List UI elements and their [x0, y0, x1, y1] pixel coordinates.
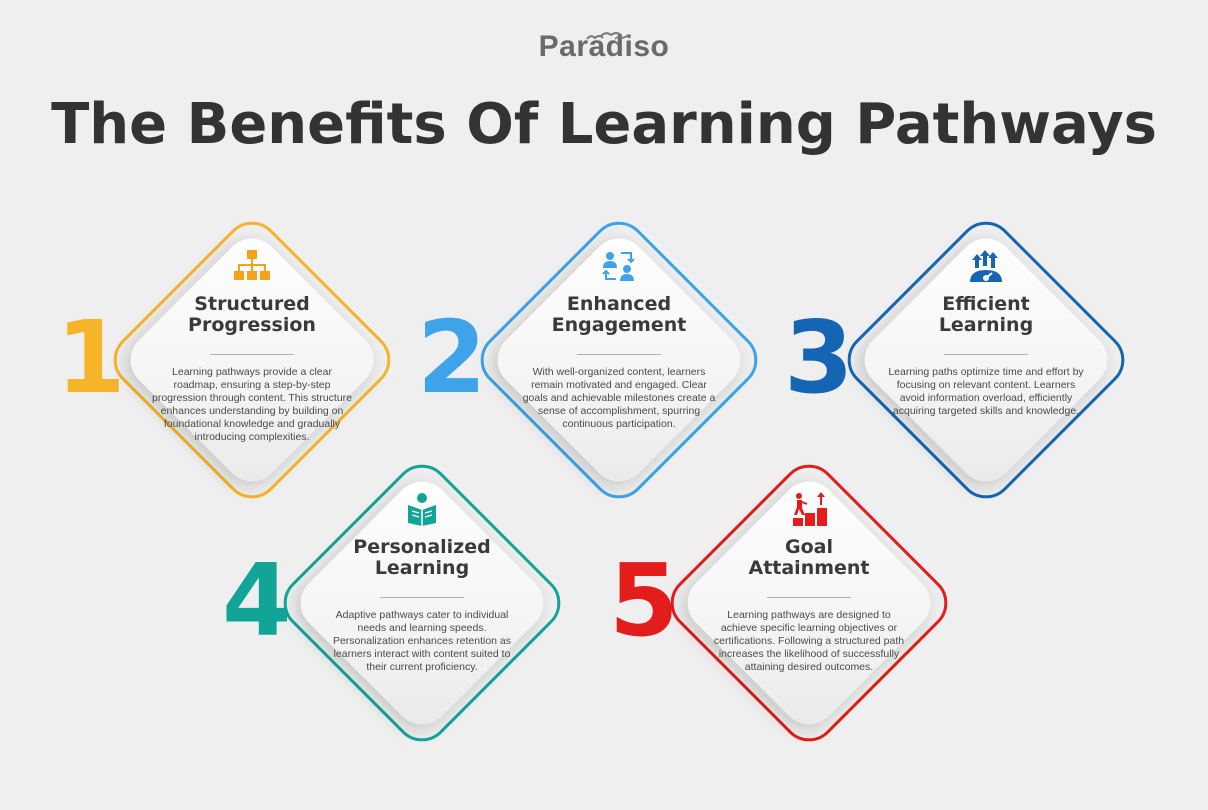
benefit-description: Learning pathways are designed to achiev…: [713, 609, 905, 673]
brand-name: Paradiso: [538, 30, 670, 63]
people-exchange-icon: [602, 252, 635, 281]
benefit-number: 2: [417, 299, 487, 416]
benefit-card-structured-progression: 1 Structured Progression Learning pathwa…: [56, 210, 402, 510]
benefit-description: Learning pathways provide a clear roadma…: [152, 366, 352, 443]
benefit-card-enhanced-engagement: 2 Enhanced Engagement With well-organize…: [417, 210, 769, 510]
benefit-title: Structured Progression: [188, 293, 316, 336]
benefit-number: 3: [784, 299, 854, 416]
divider: [380, 597, 464, 598]
page-title: The Benefits Of Learning Pathways: [51, 92, 1157, 157]
benefit-description: Learning paths optimize time and effort …: [888, 366, 1084, 417]
benefit-card-goal-attainment: 5 Goal Attainment Learning pathways are …: [609, 453, 959, 753]
benefit-number: 5: [609, 542, 679, 659]
hierarchy-icon: [234, 250, 270, 280]
birds-icon: [586, 32, 631, 40]
goal-steps-icon: [793, 492, 827, 526]
divider: [767, 597, 851, 598]
benefit-title: Enhanced Engagement: [551, 293, 687, 336]
benefit-description: With well-organized content, learners re…: [522, 366, 716, 430]
benefit-title: Personalized Learning: [353, 536, 491, 579]
benefit-number: 4: [222, 542, 292, 659]
growth-arrows-icon: [970, 250, 1002, 282]
divider: [210, 354, 294, 355]
benefit-number: 1: [56, 299, 126, 416]
benefit-card-efficient-learning: 3 Efficient Learning Learning paths opti…: [784, 210, 1136, 510]
benefit-title: Goal Attainment: [748, 536, 870, 579]
benefit-title: Efficient Learning: [938, 293, 1034, 336]
reader-icon: [408, 493, 436, 526]
divider: [944, 354, 1028, 355]
benefit-card-personalized-learning: 4 Personalized Learning Adaptive pathway…: [222, 453, 572, 753]
benefit-description: Adaptive pathways cater to individual ne…: [332, 609, 512, 673]
brand-logo: Paradiso: [0, 30, 1208, 64]
divider: [577, 354, 661, 355]
